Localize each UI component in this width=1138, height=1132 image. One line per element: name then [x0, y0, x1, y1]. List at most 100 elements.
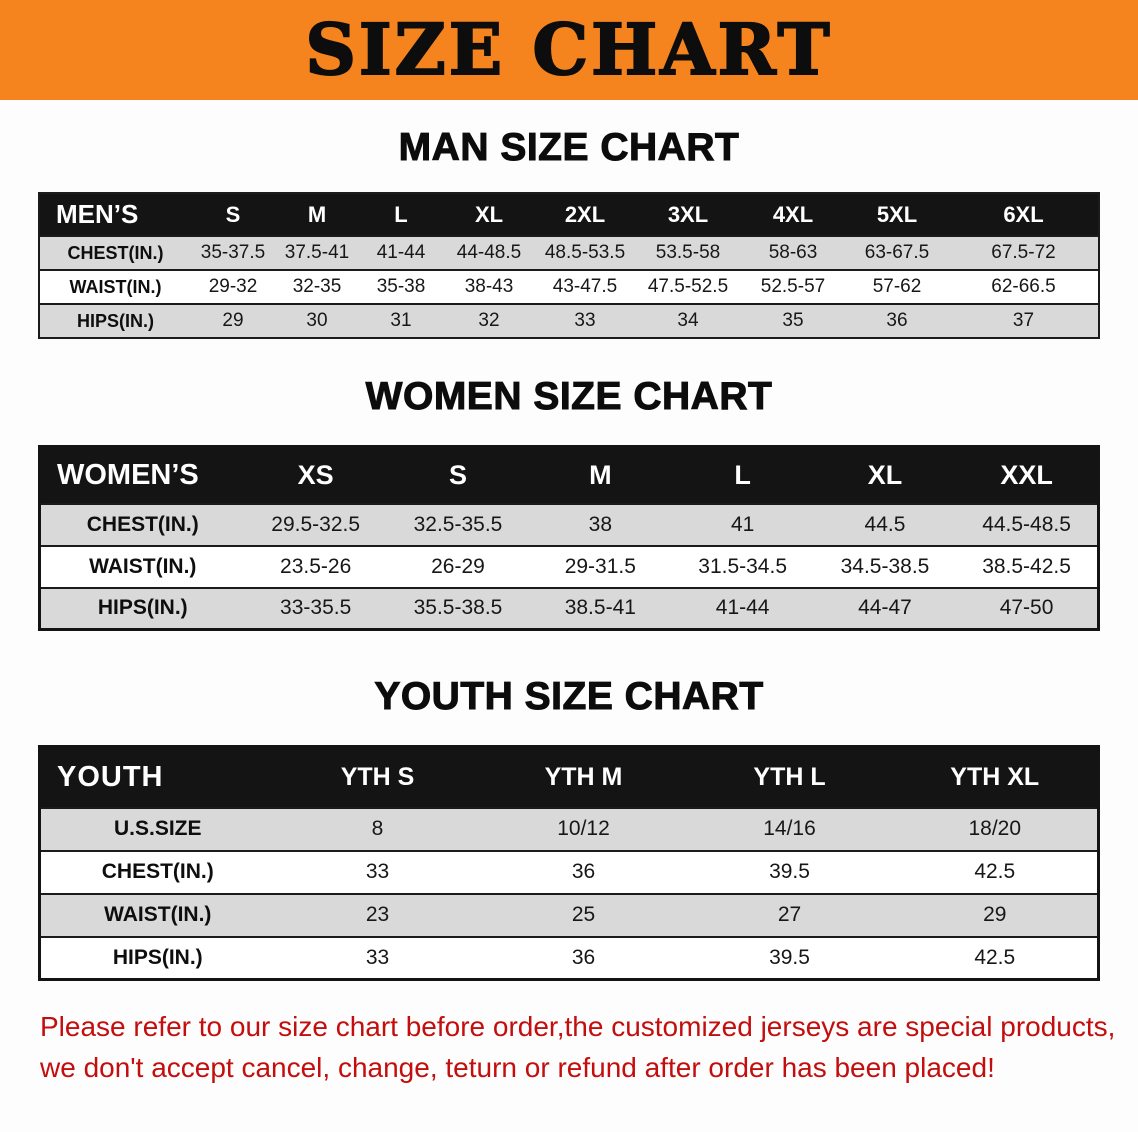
table-cell: 41-44 — [715, 596, 770, 620]
banner: SIZE CHART — [0, 0, 1138, 100]
table-cell: 29.5-32.5 — [271, 512, 361, 536]
men-col-header-s: S — [225, 201, 241, 227]
youth-col-header-m: YTH M — [544, 762, 623, 791]
table-cell: 29 — [222, 310, 244, 331]
table-cell: 32 — [478, 310, 500, 331]
table-cell: 31.5-34.5 — [698, 554, 788, 578]
row-label: HIPS(IN.) — [76, 310, 154, 331]
row-label: WAIST(IN.) — [69, 276, 162, 297]
row-label: CHEST(IN.) — [86, 512, 199, 536]
table-cell: 44.5-48.5 — [982, 512, 1071, 536]
women-col-header-s: S — [448, 459, 467, 490]
table-cell: 38.5-42.5 — [982, 554, 1071, 578]
women-section-heading: WOMEN SIZE CHART — [365, 375, 773, 419]
women-col-header-l: L — [734, 459, 751, 490]
table-cell: 35 — [782, 310, 804, 331]
men-section-heading: MAN SIZE CHART — [398, 126, 740, 170]
table-cell: 18/20 — [968, 817, 1022, 840]
table-cell: 36 — [571, 945, 596, 969]
table-cell: 29-32 — [208, 276, 258, 297]
women-col-header-xl: XL — [867, 459, 903, 490]
women-col-header-m: M — [589, 459, 612, 490]
table-cell: 27 — [777, 903, 802, 926]
row-label: CHEST(IN.) — [101, 860, 214, 883]
women-size-table: WOMEN’S XS S M L XL XXL CHEST(IN.) 29.5-… — [38, 445, 1100, 631]
table-cell: 10/12 — [557, 817, 610, 840]
table-cell: 34 — [677, 310, 699, 331]
row-label: HIPS(IN.) — [112, 945, 203, 969]
women-col-header-xs: XS — [297, 459, 334, 490]
row-label: CHEST(IN.) — [67, 242, 164, 263]
table-cell: 23 — [365, 903, 390, 926]
table-cell: 36 — [886, 310, 908, 331]
table-cell: 43-47.5 — [552, 276, 618, 297]
youth-corner-label: YOUTH — [57, 760, 164, 793]
table-cell: 44.5 — [864, 512, 906, 536]
notice-line-1: Please refer to our size chart before or… — [40, 1011, 1116, 1042]
women-section: WOMEN SIZE CHART WOMEN’S XS S M L XL XXL… — [0, 375, 1138, 631]
table-cell: 47.5-52.5 — [647, 276, 729, 297]
men-size-table: MEN’S S M L XL 2XL 3XL 4XL 5XL 6XL CHEST… — [38, 192, 1100, 339]
table-cell: 29-31.5 — [564, 554, 636, 578]
table-cell: 62-66.5 — [991, 276, 1056, 297]
table-cell: 30 — [306, 310, 328, 331]
men-corner-label: MEN’S — [56, 199, 139, 229]
table-cell: 38 — [588, 512, 612, 536]
table-cell: 63-67.5 — [864, 242, 930, 263]
women-waist-row: WAIST(IN.) 23.5-26 26-29 29-31.5 31.5-34… — [39, 545, 1099, 588]
table-cell: 57-62 — [872, 276, 922, 297]
women-header-row: WOMEN’S XS S M L XL XXL — [39, 446, 1099, 504]
men-col-header-m: M — [307, 201, 327, 227]
table-cell: 32-35 — [292, 276, 342, 297]
table-cell: 38.5-41 — [564, 596, 636, 620]
youth-section-heading: YOUTH SIZE CHART — [374, 675, 764, 719]
men-col-header-5xl: 5XL — [876, 201, 918, 227]
table-cell: 35-38 — [376, 276, 426, 297]
table-cell: 14/16 — [763, 817, 816, 840]
table-cell: 44-47 — [858, 596, 912, 620]
table-cell: 23.5-26 — [280, 554, 352, 578]
men-col-header-xl: XL — [474, 201, 504, 227]
table-cell: 42.5 — [974, 860, 1016, 883]
table-cell: 35.5-38.5 — [413, 596, 503, 620]
table-cell: 41-44 — [376, 242, 426, 263]
men-chest-row: CHEST(IN.) 35-37.5 37.5-41 41-44 44-48.5… — [39, 236, 1099, 270]
table-cell: 47-50 — [999, 596, 1054, 620]
table-cell: 8 — [371, 817, 384, 840]
table-cell: 52.5-57 — [760, 276, 826, 297]
table-cell: 33 — [574, 310, 596, 331]
women-hips-row: HIPS(IN.) 33-35.5 35.5-38.5 38.5-41 41-4… — [39, 587, 1099, 630]
youth-waist-row: WAIST(IN.) 23 25 27 29 — [39, 893, 1099, 937]
men-col-header-3xl: 3XL — [667, 201, 709, 227]
table-cell: 36 — [571, 860, 596, 883]
men-header-row: MEN’S S M L XL 2XL 3XL 4XL 5XL 6XL — [39, 193, 1099, 236]
table-cell: 33 — [365, 860, 390, 883]
table-cell: 58-63 — [768, 242, 818, 263]
youth-col-header-xl: YTH XL — [950, 762, 1040, 791]
men-waist-row: WAIST(IN.) 29-32 32-35 35-38 38-43 43-47… — [39, 270, 1099, 304]
table-cell: 25 — [571, 903, 596, 926]
table-cell: 42.5 — [974, 945, 1016, 969]
table-cell: 34.5-38.5 — [840, 554, 930, 578]
women-col-header-xxl: XXL — [1000, 459, 1053, 490]
table-cell: 44-48.5 — [456, 242, 522, 263]
row-label: HIPS(IN.) — [97, 596, 188, 620]
youth-chest-row: CHEST(IN.) 33 36 39.5 42.5 — [39, 850, 1099, 894]
row-label: WAIST(IN.) — [104, 903, 212, 926]
youth-size-table: YOUTH YTH S YTH M YTH L YTH XL U.S.SIZE … — [38, 745, 1100, 981]
page-title: SIZE CHART — [304, 8, 833, 91]
men-col-header-l: L — [394, 201, 408, 227]
row-label: U.S.SIZE — [113, 817, 202, 840]
table-cell: 39.5 — [769, 860, 810, 883]
table-cell: 35-37.5 — [200, 242, 266, 263]
women-chest-row: CHEST(IN.) 29.5-32.5 32.5-35.5 38 41 44.… — [39, 503, 1099, 546]
men-col-header-4xl: 4XL — [772, 201, 814, 227]
youth-hips-row: HIPS(IN.) 33 36 39.5 42.5 — [39, 936, 1099, 980]
table-cell: 29 — [983, 903, 1007, 926]
footer-notice: Please refer to our size chart before or… — [40, 1007, 1138, 1088]
youth-header-row: YOUTH YTH S YTH M YTH L YTH XL — [39, 746, 1099, 808]
notice-line-2: we don't accept cancel, change, teturn o… — [40, 1051, 995, 1083]
table-cell: 37.5-41 — [284, 242, 350, 263]
table-cell: 33-35.5 — [280, 596, 352, 620]
